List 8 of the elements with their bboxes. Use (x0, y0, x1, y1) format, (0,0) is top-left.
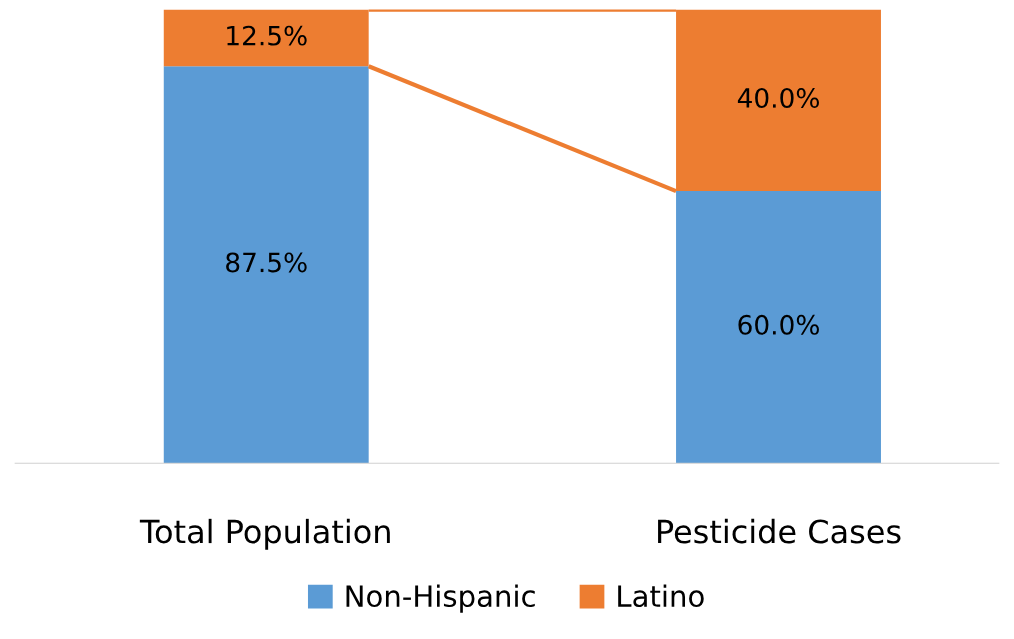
legend-label: Latino (618, 584, 704, 608)
data-label: 60.0% (738, 314, 819, 335)
data-label: 12.5% (227, 25, 307, 46)
legend-label: Non-Hispanic (346, 584, 535, 613)
data-label: 40.0% (737, 88, 819, 108)
x-tick-label: Total Population (139, 518, 390, 550)
x-tick-label: Pesticide Cases (658, 518, 901, 544)
data-label: 87.5% (226, 252, 307, 273)
